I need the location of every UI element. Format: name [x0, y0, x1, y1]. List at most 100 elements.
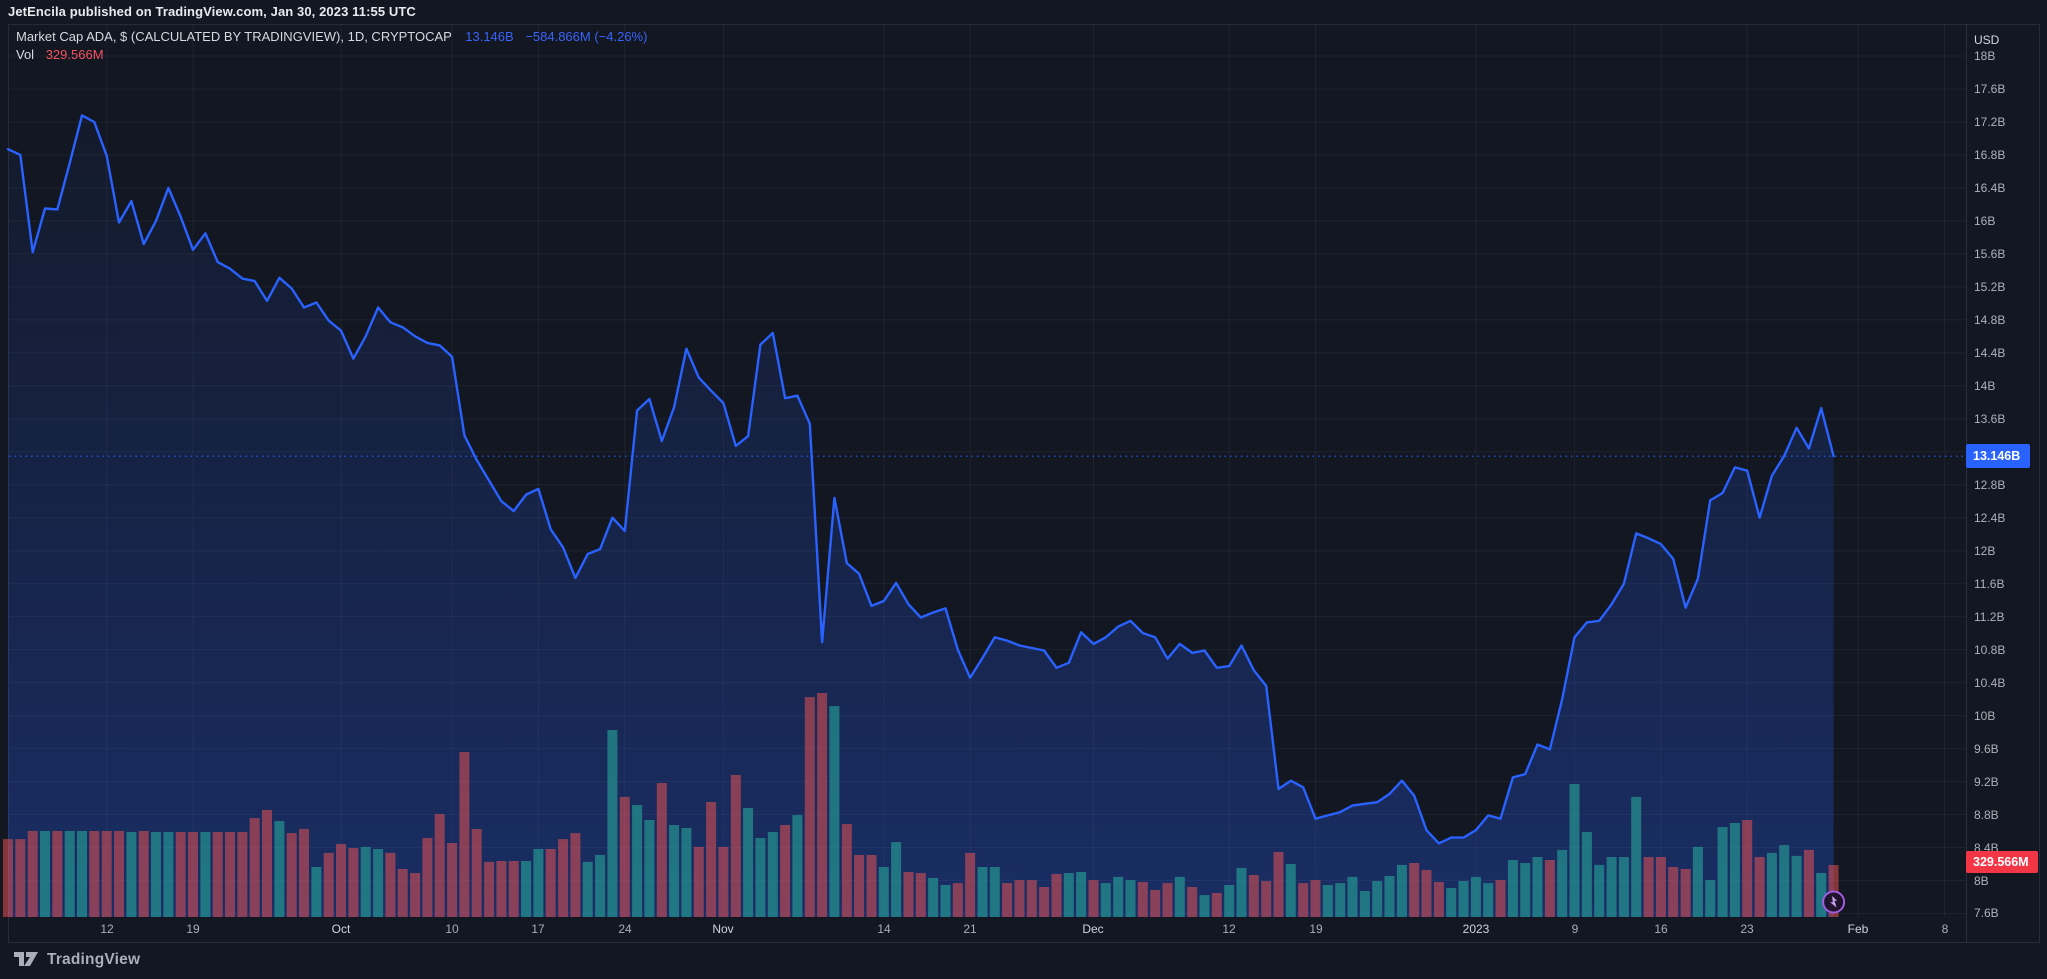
volume-bar-down [1187, 887, 1198, 917]
volume-bar-up [1779, 845, 1790, 917]
volume-bar-down [385, 852, 396, 917]
volume-bar-up [1729, 823, 1740, 917]
volume-bar-up [64, 831, 75, 917]
price-tick-label: 14B [1974, 378, 1996, 393]
volume-bar-up [632, 805, 643, 917]
volume-bar-up [1581, 832, 1592, 917]
volume-bar-down [915, 873, 926, 917]
price-tick-label: 12.8B [1974, 477, 2006, 492]
price-tick-label: 12.4B [1974, 510, 2006, 525]
volume-bar-up [1618, 857, 1629, 917]
volume-bar-down [730, 775, 741, 917]
price-tick-label: 16.8B [1974, 147, 2006, 162]
series-title[interactable]: Market Cap ADA, $ (CALCULATED BY TRADING… [16, 29, 452, 44]
volume-bar-down [804, 697, 815, 917]
price-tick-label: 15.2B [1974, 279, 2006, 294]
price-tick-label: 17.6B [1974, 81, 2006, 96]
price-tick-label: 16.4B [1974, 180, 2006, 195]
volume-bar-down [1668, 867, 1679, 917]
volume-bar-down [1273, 852, 1284, 917]
volume-bar-up [1532, 857, 1543, 917]
volume-bar-down [101, 831, 112, 917]
volume-bar-up [1717, 827, 1728, 917]
volume-bar-up [373, 849, 384, 917]
volume-bars [3, 693, 1839, 917]
price-tick-label: 12B [1974, 543, 1996, 558]
volume-bar-down [138, 831, 149, 917]
volume-bar-down [1680, 869, 1691, 917]
time-tick-label: 12 [100, 922, 114, 936]
flash-marker-icon[interactable] [1822, 890, 1846, 914]
volume-bar-up [1199, 895, 1210, 917]
volume-bar-down [1421, 870, 1432, 917]
volume-bar-down [1433, 882, 1444, 917]
tradingview-logo[interactable]: TradingView [13, 950, 140, 970]
current-volume-value: 329.566M [1973, 855, 2029, 869]
volume-bar-down [89, 831, 100, 917]
volume-bar-down [656, 783, 667, 917]
volume-bar-up [644, 820, 655, 917]
volume-bar-down [1150, 890, 1161, 917]
volume-bar-down [1014, 880, 1025, 917]
volume-bar-down [336, 843, 346, 917]
volume-bar-up [77, 831, 87, 917]
volume-bar-up [1236, 867, 1247, 917]
volume-bar-down [1310, 880, 1321, 917]
volume-bar-down [175, 832, 186, 917]
volume-bar-up [1446, 888, 1457, 917]
volume-bar-up [1557, 849, 1568, 917]
volume-bar-down [471, 829, 482, 917]
volume-bar-up [1100, 883, 1111, 917]
volume-bar-up [829, 706, 840, 917]
volume-bar-down [410, 873, 421, 917]
price-tick-label: 13.6B [1974, 411, 2006, 426]
volume-bar-down [1643, 857, 1654, 917]
volume-bar-up [1076, 872, 1087, 917]
volume-bar-up [1125, 880, 1136, 917]
volume-bar-up [1766, 852, 1777, 917]
axis-currency-label: USD [1974, 33, 2000, 47]
price-tick-label: 8B [1974, 873, 1989, 888]
volume-bar-down [188, 832, 198, 917]
volume-bar-down [1754, 857, 1765, 917]
volume-bar-down [1742, 820, 1753, 917]
price-axis-separator [1966, 24, 1967, 943]
price-tick-label: 10.4B [1974, 675, 2006, 690]
volume-bar-down [1409, 863, 1420, 917]
volume-bar-up [1705, 880, 1716, 917]
current-price-tag: 13.146B [1966, 444, 2030, 468]
volume-bar-up [1384, 876, 1395, 917]
time-tick-label: 2023 [1462, 922, 1490, 936]
attribution-text: JetEncila published on TradingView.com, … [8, 4, 416, 19]
volume-bar-down [3, 839, 13, 917]
volume-bar-up [977, 867, 988, 917]
time-tick-label: 16 [1654, 922, 1668, 936]
volume-bar-up [1285, 864, 1296, 917]
time-tick-label: Oct [331, 922, 351, 936]
time-tick-label: Dec [1082, 922, 1104, 936]
volume-bar-up [1791, 855, 1802, 917]
volume-bar-up [521, 861, 532, 917]
volume-bar-up [1816, 873, 1827, 917]
volume-bar-up [1470, 876, 1481, 917]
volume-bar-down [225, 832, 235, 917]
volume-bar-down [397, 869, 408, 917]
volume-bar-down [1544, 860, 1555, 917]
volume-bar-down [1088, 880, 1099, 917]
time-tick-label: 24 [618, 922, 632, 936]
area-fill [8, 115, 1834, 917]
volume-bar-up [891, 842, 902, 917]
volume-bar-up [743, 808, 754, 917]
volume-bar-up [1507, 860, 1518, 917]
volume-study-label[interactable]: Vol [16, 47, 35, 62]
legend: Market Cap ADA, $ (CALCULATED BY TRADING… [16, 29, 647, 65]
volume-bar-down [866, 855, 877, 917]
current-price-value: 13.146B [1973, 449, 2021, 463]
volume-bar-up [1569, 784, 1580, 917]
volume-bar-down [1211, 893, 1222, 917]
volume-bar-down [718, 846, 729, 917]
time-tick-label: Feb [1847, 922, 1869, 936]
volume-bar-down [693, 846, 704, 917]
footer: TradingView [13, 948, 140, 972]
